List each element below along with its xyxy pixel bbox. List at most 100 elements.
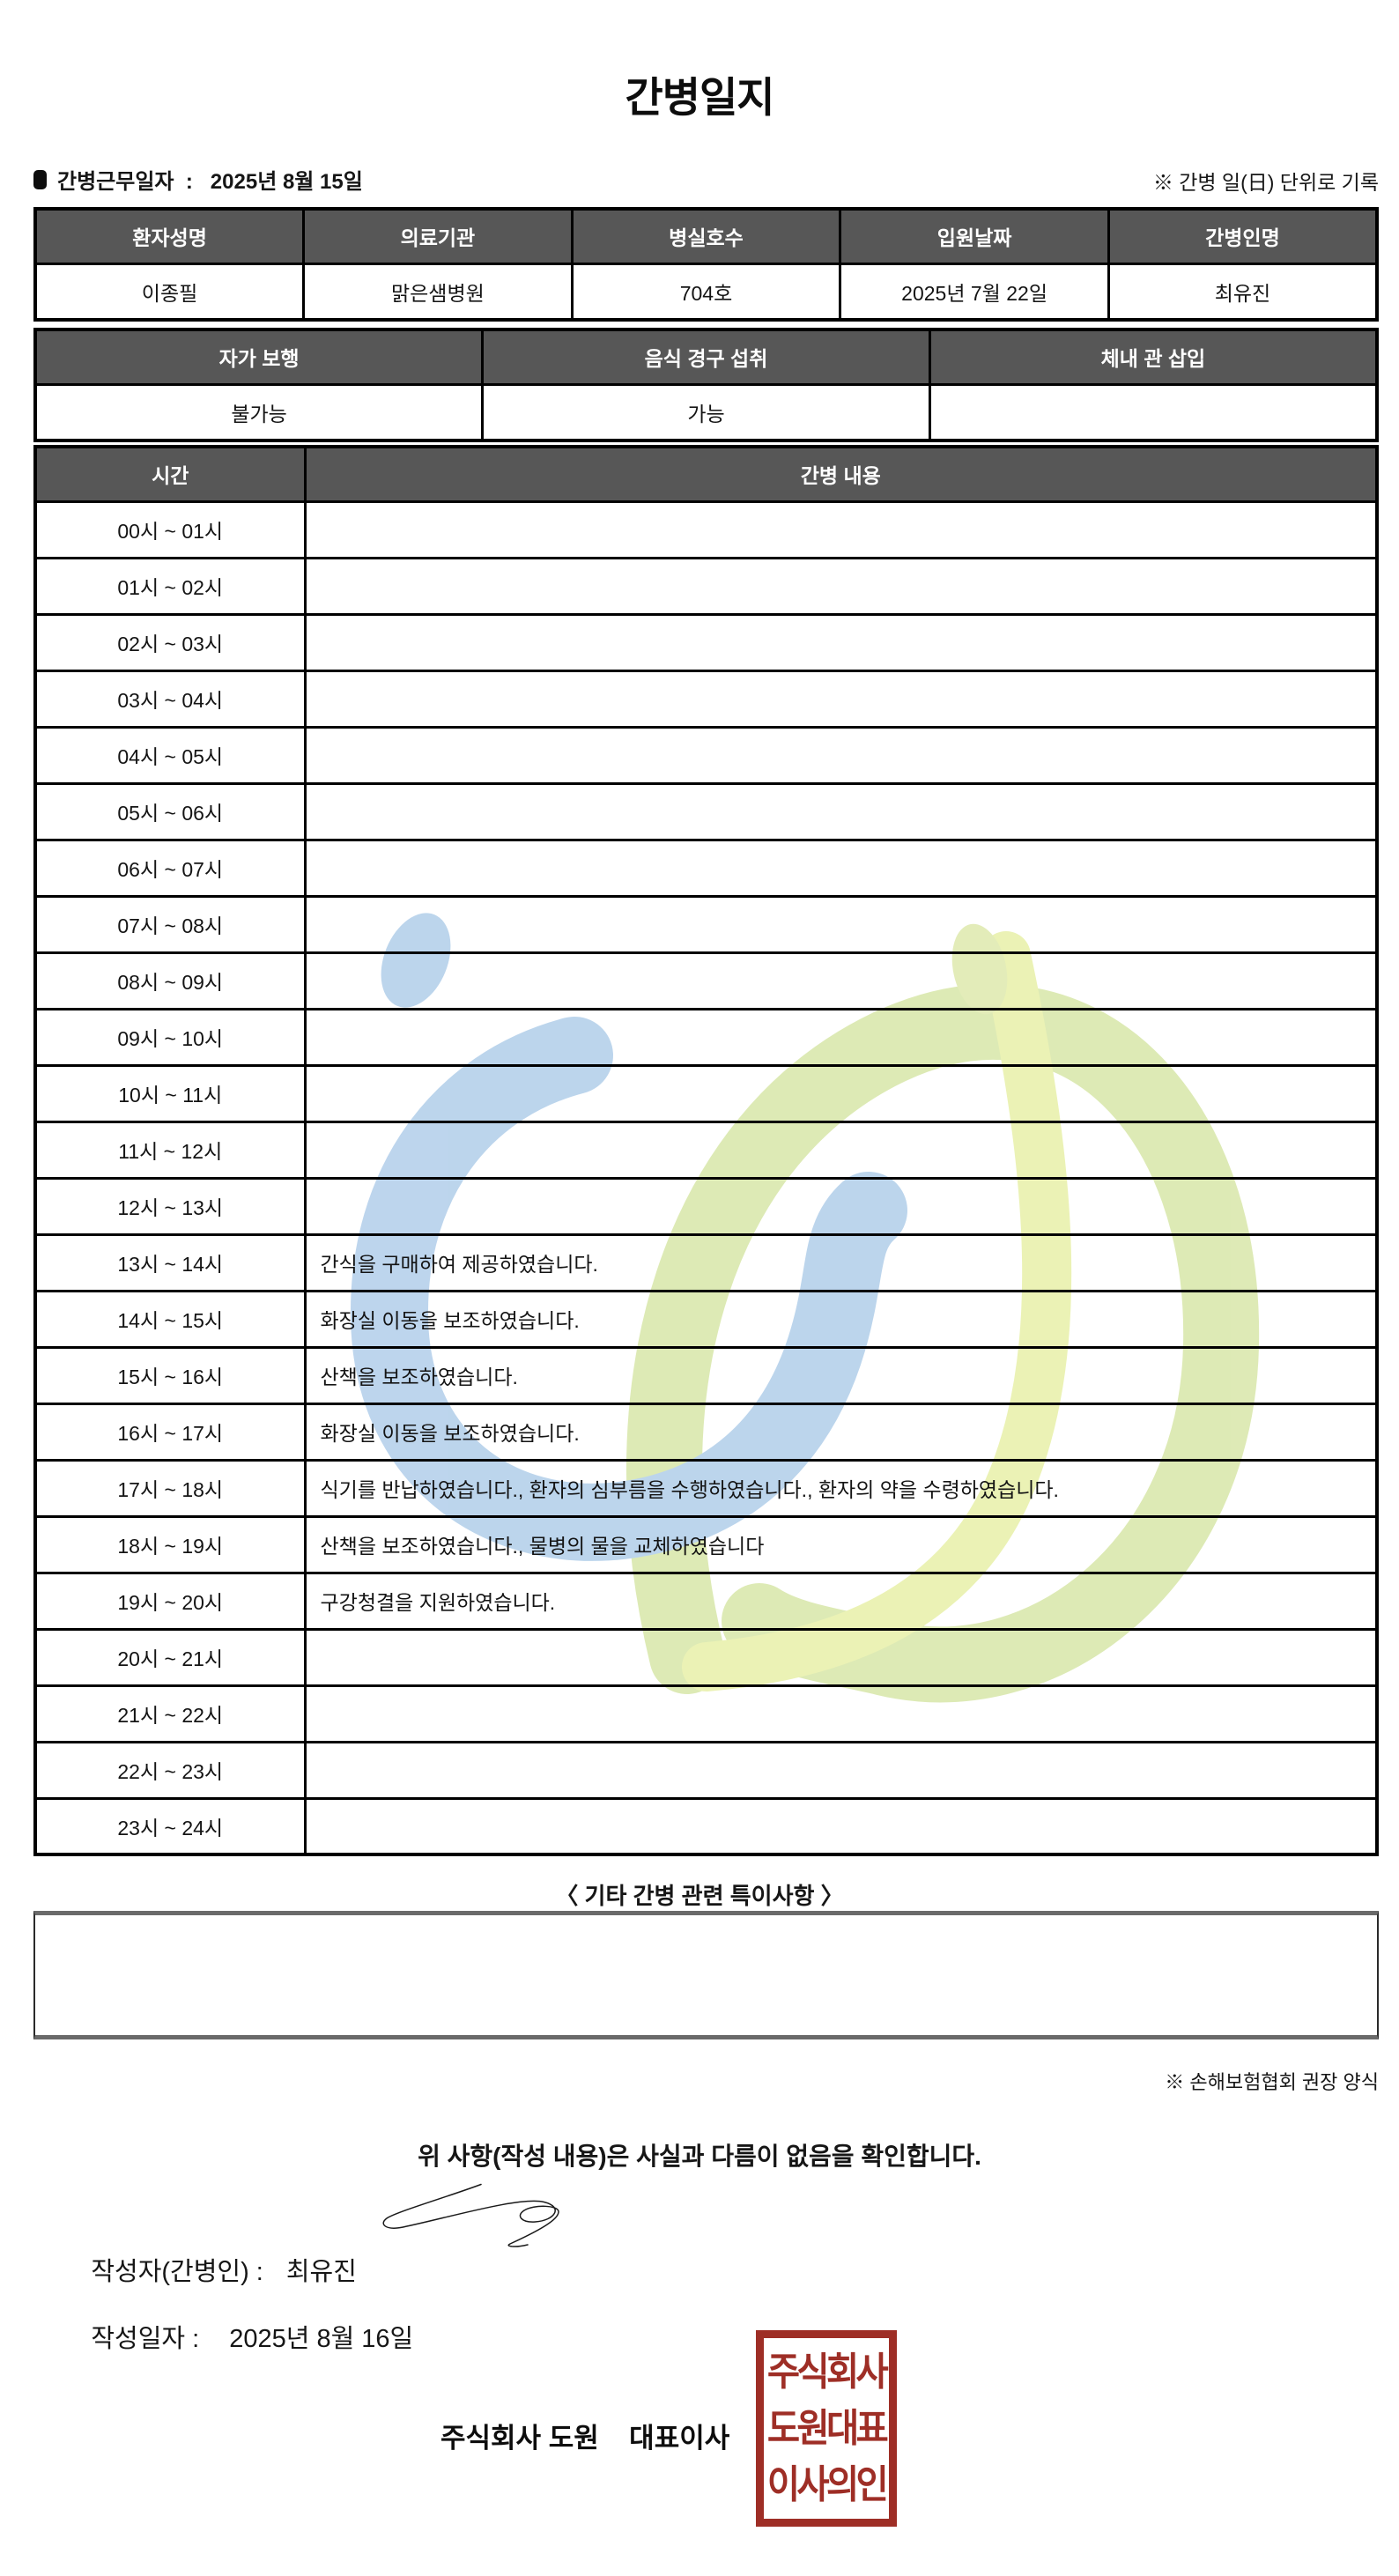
care-log-row: 21시 ~ 22시 [33,1684,1379,1743]
time-cell: 03시 ~ 04시 [33,669,307,729]
time-cell: 11시 ~ 12시 [33,1120,307,1180]
value-oral-intake: 가능 [481,382,931,442]
value-internal-tube [928,382,1379,442]
care-work-date: 간병근무일자 : 2025년 8월 15일 [33,164,363,195]
write-date-value: 2025년 8월 16일 [229,2325,414,2353]
care-log-row: 18시 ~ 19시 산책을 보조하였습니다., 물병의 물을 교체하였습니다 [33,1514,1379,1574]
care-log-row: 16시 ~ 17시 화장실 이동을 보조하였습니다. [33,1402,1379,1462]
page-title: 간병일지 [625,74,775,121]
header-medical-institution: 의료기관 [302,207,574,265]
special-notes-heading: 〈 기타 간병 관련 특이사항 〉 [555,1883,844,1909]
care-content-cell [303,951,1379,1010]
care-log-row: 08시 ~ 09시 [33,951,1379,1010]
care-content-cell [303,894,1379,954]
care-log-row: 20시 ~ 21시 [33,1627,1379,1687]
stamp-line-1: 주식회사 [766,2350,889,2394]
confirmation-statement: 위 사항(작성 내용)은 사실과 다름이 없음을 확인합니다. [418,2143,981,2170]
care-content-cell [303,1176,1379,1236]
care-log-row: 11시 ~ 12시 [33,1120,1379,1180]
care-content-cell [303,781,1379,841]
care-content-cell: 화장실 이동을 보조하였습니다. [303,1402,1379,1462]
care-log-row: 05시 ~ 06시 [33,781,1379,841]
time-cell: 19시 ~ 20시 [33,1571,307,1631]
time-cell: 23시 ~ 24시 [33,1796,307,1856]
patient-info-value-row: 이종필 맑은샘병원 704호 2025년 7월 22일 최유진 [33,262,1379,322]
status-header-row: 자가 보행 음식 경구 섭취 체내 관 삽입 [33,328,1379,386]
time-cell: 07시 ~ 08시 [33,894,307,954]
time-cell: 15시 ~ 16시 [33,1345,307,1405]
care-content-cell [303,838,1379,898]
care-content-cell [303,1063,1379,1123]
company-ceo-line: 주식회사 도원 대표이사 [440,2423,730,2454]
care-content-cell [303,669,1379,729]
care-work-date-text: 간병근무일자 : 2025년 8월 15일 [57,170,363,194]
writer-label: 작성자(간병인) : [91,2258,263,2286]
care-log-row: 01시 ~ 02시 [33,556,1379,616]
care-log-row: 23시 ~ 24시 [33,1796,1379,1856]
value-self-walking: 불가능 [33,382,485,442]
care-content-cell: 식기를 반납하였습니다., 환자의 심부름을 수행하였습니다., 환자의 약을 … [303,1458,1379,1518]
care-content-cell [303,1684,1379,1743]
header-self-walking: 자가 보행 [33,328,485,386]
care-content-cell: 산책을 보조하였습니다. [303,1345,1379,1405]
time-cell: 16시 ~ 17시 [33,1402,307,1462]
time-cell: 13시 ~ 14시 [33,1232,307,1292]
time-cell: 08시 ~ 09시 [33,951,307,1010]
care-content-cell [303,1007,1379,1067]
care-log-row: 15시 ~ 16시 산책을 보조하였습니다. [33,1345,1379,1405]
care-content-cell: 간식을 구매하여 제공하였습니다. [303,1232,1379,1292]
header-caregiver-name: 간병인명 [1107,207,1379,265]
care-log-header-row: 시간 간병 내용 [33,445,1379,503]
time-cell: 09시 ~ 10시 [33,1007,307,1067]
care-content-cell: 구강청결을 지원하였습니다. [303,1571,1379,1631]
bullet-square-icon [33,169,47,189]
header-oral-intake: 음식 경구 섭취 [481,328,931,386]
caregiver-signature [382,2183,559,2247]
value-patient-name: 이종필 [33,262,306,322]
status-value-row: 불가능 가능 [33,382,1379,442]
care-content-cell: 산책을 보조하였습니다., 물병의 물을 교체하였습니다 [303,1514,1379,1574]
time-cell: 00시 ~ 01시 [33,500,307,559]
value-caregiver-name: 최유진 [1107,262,1379,322]
stamp-line-2: 도원대표 [766,2406,889,2450]
care-log-row: 03시 ~ 04시 [33,669,1379,729]
corporate-seal-stamp: 주식회사 도원대표 이사의인 [756,2330,897,2527]
time-cell: 01시 ~ 02시 [33,556,307,616]
time-cell: 20시 ~ 21시 [33,1627,307,1687]
care-log-row: 13시 ~ 14시 간식을 구매하여 제공하였습니다. [33,1232,1379,1292]
daily-unit-note: ※ 간병 일(日) 단위로 기록 [1152,170,1379,194]
time-cell: 18시 ~ 19시 [33,1514,307,1574]
care-log-row: 10시 ~ 11시 [33,1063,1379,1123]
time-cell: 22시 ~ 23시 [33,1740,307,1800]
care-log-row: 07시 ~ 08시 [33,894,1379,954]
value-admission-date: 2025년 7월 22일 [839,262,1110,322]
time-cell: 17시 ~ 18시 [33,1458,307,1518]
header-time: 시간 [33,445,307,503]
writer-name: 최유진 [285,2258,357,2286]
care-content-cell: 화장실 이동을 보조하였습니다. [303,1289,1379,1349]
care-content-cell [303,1627,1379,1687]
time-cell: 12시 ~ 13시 [33,1176,307,1236]
time-cell: 21시 ~ 22시 [33,1684,307,1743]
care-content-cell [303,612,1379,672]
header-admission-date: 입원날짜 [839,207,1110,265]
care-log-row: 00시 ~ 01시 [33,500,1379,559]
care-content-cell [303,725,1379,785]
care-log-row: 19시 ~ 20시 구강청결을 지원하였습니다. [33,1571,1379,1631]
writer-line: 작성자(간병인) : 최유진 [48,2222,357,2317]
care-log-row: 09시 ~ 10시 [33,1007,1379,1067]
time-cell: 02시 ~ 03시 [33,612,307,672]
care-log-row: 02시 ~ 03시 [33,612,1379,672]
time-cell: 04시 ~ 05시 [33,725,307,785]
care-log-row: 17시 ~ 18시 식기를 반납하였습니다., 환자의 심부름을 수행하였습니다.… [33,1458,1379,1518]
special-notes-box [33,1911,1379,2039]
care-log-row: 12시 ~ 13시 [33,1176,1379,1236]
time-cell: 10시 ~ 11시 [33,1063,307,1123]
write-date-line: 작성일자 : 2025년 8월 16일 [48,2289,413,2384]
care-log-row: 06시 ~ 07시 [33,838,1379,898]
value-medical-institution: 맑은샘병원 [302,262,574,322]
patient-status-table: 자가 보행 음식 경구 섭취 체내 관 삽입 불가능 가능 [33,328,1379,442]
time-cell: 05시 ~ 06시 [33,781,307,841]
time-cell: 14시 ~ 15시 [33,1289,307,1349]
